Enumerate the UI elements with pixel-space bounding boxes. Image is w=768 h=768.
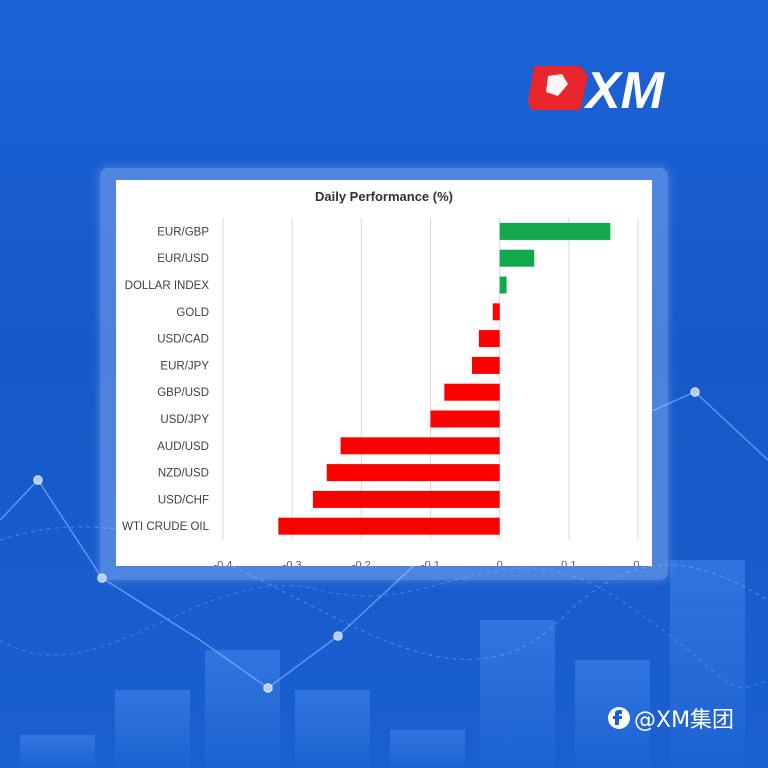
chart-card: Daily Performance (%) EUR/GBP EUR/USD DOLL… [116,180,652,566]
xm-logo: XM [528,62,666,114]
bar-wti-crude-oil [278,517,500,535]
logo-text: XM [583,62,666,114]
x-tick-label: -0.1 [421,560,440,566]
chart-title: Daily Performance (%) [315,189,453,204]
bars [278,222,611,535]
bar-usd-jpy [430,410,500,428]
category-label: AUD/USD [157,441,209,453]
x-tick-label: -0.4 [214,560,233,566]
category-label: DOLLAR INDEX [125,280,210,292]
category-label: USD/CAD [157,334,209,346]
category-label: EUR/GBP [157,226,209,238]
social-app-icon [608,707,630,729]
bar-usd-chf [312,490,500,508]
bar-eur-gbp [499,222,611,240]
category-label: EUR/JPY [160,360,209,372]
category-labels: EUR/GBP EUR/USD DOLLAR INDEX GOLD USD/CAD EUR… [122,226,209,533]
category-label: EUR/USD [157,253,209,265]
watermark-text: @XM集团 [634,708,735,733]
category-label: USD/JPY [160,414,209,426]
watermark: @XM集团 [608,704,735,733]
daily-performance-chart: Daily Performance (%) EUR/GBP EUR/USD DOLL… [122,189,643,566]
bar-nzd-usd [326,464,500,482]
category-label: GBP/USD [157,387,209,399]
x-tick-label: -0.3 [283,560,302,566]
bar-eur-usd [499,249,535,267]
bar-dollar-index [499,276,507,294]
category-label: USD/CHF [158,494,209,506]
x-tick-label: -0.2 [352,560,371,566]
bar-gold [492,303,500,321]
bar-usd-cad [478,330,500,348]
x-tick-label: 0.1 [561,560,576,566]
x-tick-label: 0 [497,560,503,566]
x-tick-labels: -0.4 -0.3 -0.2 -0.1 0 0.1 0. [214,560,643,566]
x-tick-label: 0. [633,560,642,566]
bar-gbp-usd [444,383,500,401]
category-label: GOLD [176,307,209,319]
category-label: NZD/USD [158,468,209,480]
bar-eur-jpy [472,356,500,374]
bar-aud-usd [340,437,500,455]
grid-lines [222,218,639,540]
category-label: WTI CRUDE OIL [122,521,209,533]
